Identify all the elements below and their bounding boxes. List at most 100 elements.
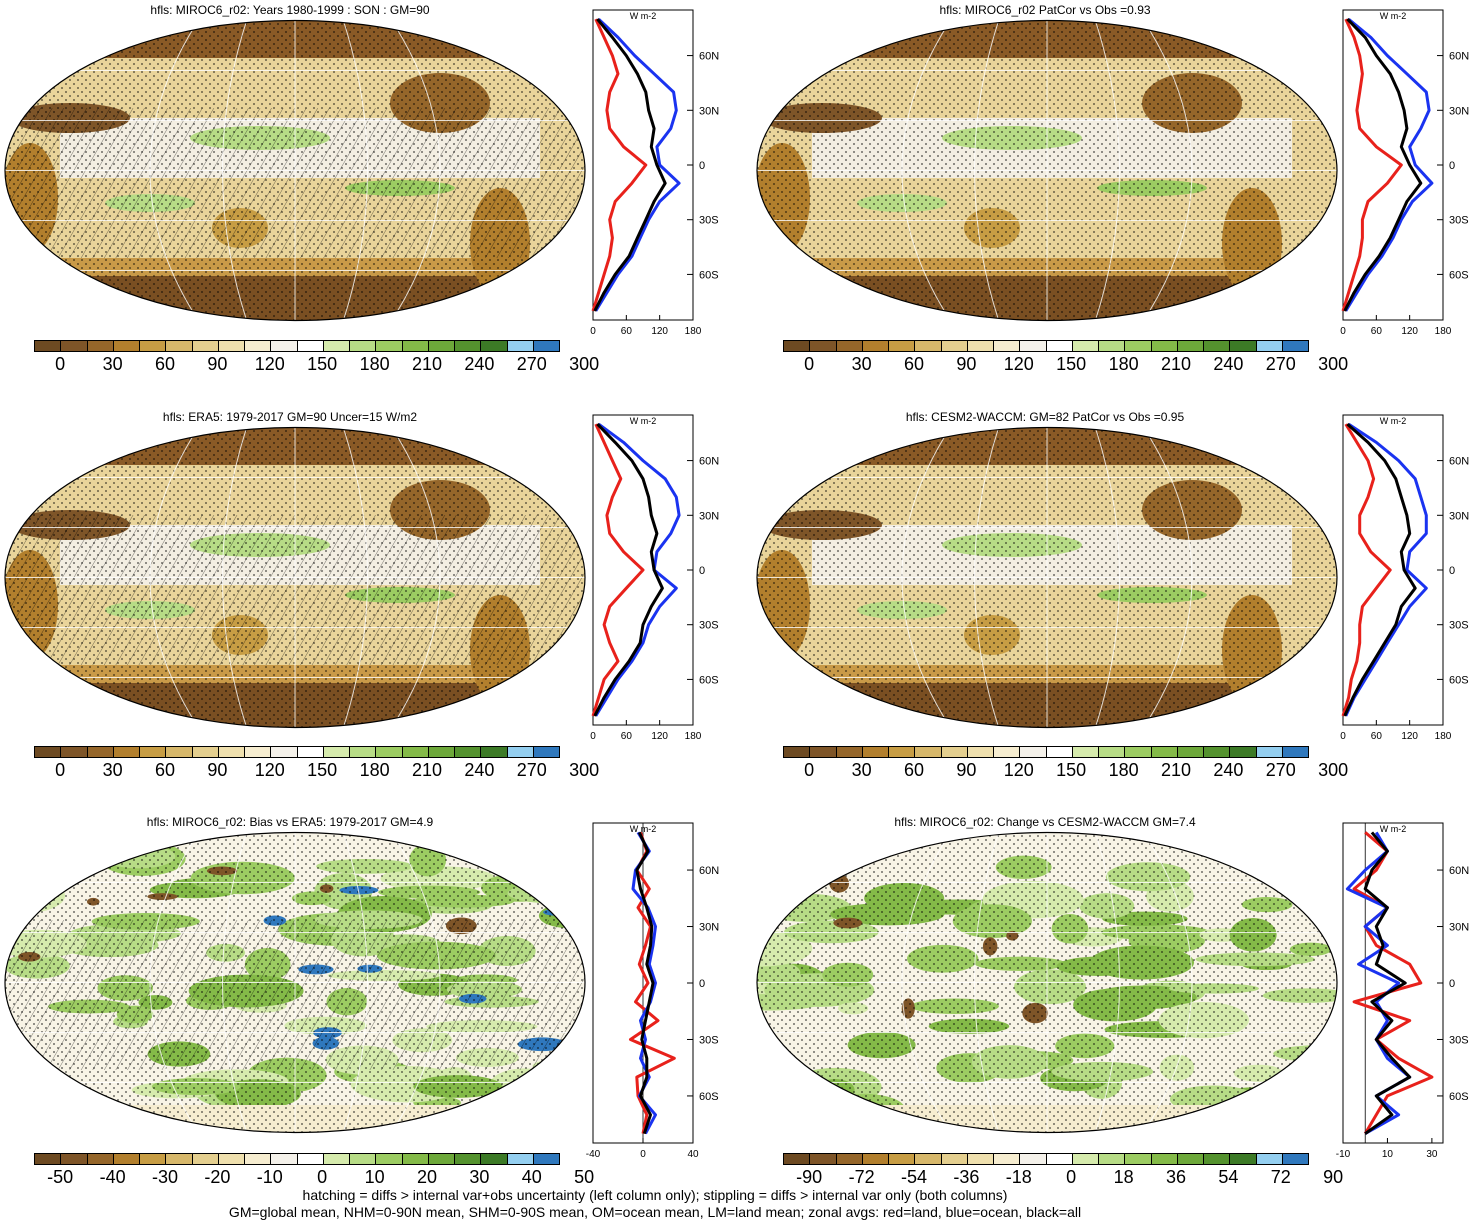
colorbar-swatch [113,1154,140,1164]
graticule-lon [1143,427,1193,728]
zonal-unit-label: W m-2 [630,416,657,426]
colorbar-label: -18 [1005,1167,1032,1187]
colorbar-swatch [994,341,1021,351]
zonal-ytick-label: 60S [699,1091,719,1103]
zonal-series-ocean [594,18,681,312]
colorbar-swatch [1230,747,1257,757]
colorbar-swatch [1204,1154,1231,1164]
zonal-ytick-label: 60S [1449,269,1469,281]
colorbar-swatch [140,341,167,351]
graticule-lon [1094,20,1120,321]
colorbar-swatch [1256,341,1283,351]
colorbar-swatch [140,747,167,757]
colorbar-label: 180 [359,354,390,374]
zonal-xtick-label: 120 [651,731,668,742]
zonal-ytick-label: 0 [699,565,705,577]
zonal-ytick-label: 30S [1449,620,1469,632]
map-panel-4 [756,426,1338,729]
colorbar-swatch [218,747,245,757]
panel-title-5: hfls: MIROC6_r02: Bias vs ERA5: 1979-201… [146,815,434,829]
colorbar-label: 72 [1270,1167,1291,1187]
zonal-xtick-label: -40 [586,1149,601,1160]
map-outline [4,831,586,1134]
zonal-ytick-label: 30S [699,215,719,227]
zonal-series-land [629,831,676,1134]
colorbar-swatch [87,1154,114,1164]
graticule-lon [391,427,441,728]
colorbar-swatch [862,341,889,351]
colorbar-swatch [192,747,219,757]
colorbar-label: 150 [307,354,338,374]
colorbar-label: 270 [516,760,547,780]
colorbar-label: 0 [804,760,815,780]
colorbar-swatch [1046,341,1073,351]
colorbar-label: 60 [903,354,925,374]
colorbar-label: -72 [848,1167,875,1187]
zonal-ytick-label: 60S [699,674,719,686]
colorbar-label: 50 [574,1167,595,1187]
colorbar-label: 30 [851,760,872,780]
zonal-series-all [1343,422,1417,717]
colorbar-swatch [402,341,429,351]
colorbar-label: 180 [359,760,390,780]
colorbar-swatch [1204,341,1231,351]
colorbar-swatch [455,341,482,351]
colorbar-swatch [1282,1154,1308,1164]
colorbar-swatch [1099,1154,1126,1164]
footer-line-2: GM=global mean, NHM=0-90N mean, SHM=0-90… [228,1204,1082,1220]
colorbar-swatch [166,747,193,757]
colorbar-swatch [810,341,837,351]
colorbar-swatch [166,1154,193,1164]
panel-title-1: hfls: MIROC6_r02: Years 1980-1999 : SON … [150,3,430,17]
colorbar-swatch [323,747,350,757]
colorbar-swatch [784,1154,811,1164]
zonal-xtick-label: 60 [621,731,633,742]
zonal-ytick-label: 30S [699,620,719,632]
colorbar-label: -50 [47,1167,74,1187]
colorbar-label: 150 [1056,354,1087,374]
colorbar-label: 30 [102,760,123,780]
colorbar-label: 270 [1265,760,1296,780]
colorbar-label: 240 [464,354,495,374]
map-panel-2 [756,19,1338,322]
zonal-profile-1: W m-2 60N 30N 0 30S 60S 0 60 120 180 [590,9,719,337]
colorbar-swatch [915,747,942,757]
colorbar-swatch [862,747,889,757]
colorbar-swatch [245,747,272,757]
colorbar-label: 60 [154,354,176,374]
colorbar-label: 270 [516,354,547,374]
colorbar-label: 180 [1108,760,1139,780]
colorbar-label: 90 [207,354,228,374]
zonal-profile-3: W m-2 60N 30N 0 30S 60S 0 60 120 180 [590,414,719,742]
zonal-unit-label: W m-2 [630,11,657,21]
colorbar-label: 120 [254,354,285,374]
graticule-lon [222,20,248,321]
zonal-unit-label: W m-2 [1380,416,1407,426]
panel-title-4: hfls: CESM2-WACCM: GM=82 PatCor vs Obs =… [905,410,1185,424]
zonal-xtick-label: 180 [1435,731,1452,742]
colorbar-4 [783,746,1309,758]
colorbar-swatch [61,341,88,351]
colorbar-swatch [350,1154,377,1164]
zonal-series-land [1341,423,1392,717]
colorbar-label: 300 [1318,354,1349,374]
colorbar-swatch [61,1154,88,1164]
colorbar-swatch [507,747,534,757]
zonal-frame [1342,9,1444,321]
graticule-lon [342,20,368,321]
colorbar-label: 54 [1218,1167,1239,1187]
colorbar-swatch [1020,747,1047,757]
colorbar-swatch [889,1154,916,1164]
zonal-ytick-label: 60N [1449,456,1469,468]
colorbar-label: 0 [55,354,66,374]
colorbar-swatch [428,1154,455,1164]
anomaly-patch [5,847,82,883]
colorbar-swatch [271,341,298,351]
zonal-xtick-label: 180 [685,326,702,337]
colorbar-swatch [1072,341,1099,351]
zonal-profile-2: W m-2 60N 30N 0 30S 60S 0 60 120 180 [1340,9,1469,337]
zonal-frame [1342,414,1444,726]
zonal-series-land [591,18,648,312]
colorbar-swatch [218,1154,245,1164]
